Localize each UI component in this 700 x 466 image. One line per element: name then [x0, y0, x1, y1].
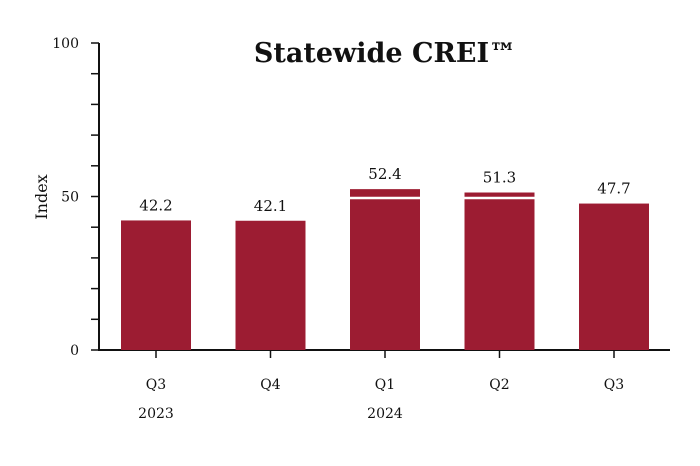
bar [464, 192, 535, 350]
bar [579, 203, 649, 350]
x-tick-label: Q4 [260, 377, 280, 393]
x-tick-label: Q3 [146, 377, 166, 393]
bar [121, 220, 191, 350]
y-axis-title: Index [32, 174, 51, 219]
y-tick-label: 100 [52, 36, 79, 52]
x-year-label: 2024 [367, 406, 403, 422]
data-label: 42.2 [139, 196, 172, 214]
labels: 0 50 100 42.2 Q3 2023 42.1 Q4 52.4 Q1 2024 51.3 Q2 47… [52, 36, 630, 422]
data-label: 52.4 [368, 165, 401, 183]
data-label: 51.3 [483, 169, 516, 187]
bar [350, 189, 420, 350]
x-tick-label: Q3 [604, 377, 624, 393]
y-tick-label: 0 [70, 343, 79, 359]
x-year-label: 2023 [138, 406, 174, 422]
x-tick-label: Q1 [375, 377, 395, 393]
axes [91, 42, 670, 358]
data-label: 42.1 [254, 197, 287, 215]
data-label: 47.7 [597, 180, 630, 198]
x-tick-label: Q2 [489, 377, 509, 393]
chart-title: Statewide CREI™ [254, 38, 516, 69]
bars [121, 189, 649, 350]
y-tick-label: 50 [61, 190, 79, 206]
bar [235, 220, 306, 350]
